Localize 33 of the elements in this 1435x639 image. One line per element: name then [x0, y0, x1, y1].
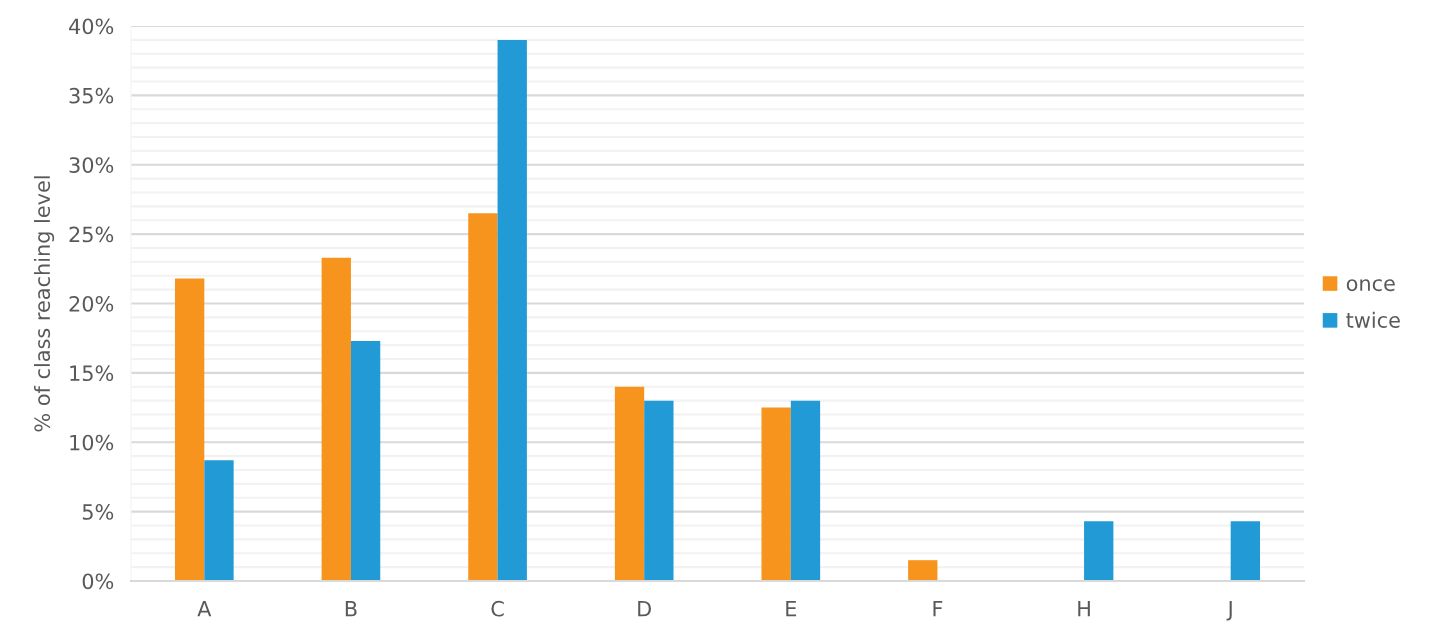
- y-tick-label: 25%: [69, 226, 114, 243]
- y-axis-title: % of class reaching level: [33, 176, 55, 432]
- x-tick-label: D: [638, 601, 651, 617]
- y-tick-label: 5%: [82, 504, 114, 520]
- y-tick-label: 35%: [69, 87, 114, 104]
- bar: [468, 213, 498, 581]
- x-tick-label: E: [786, 601, 797, 617]
- y-tick-label: 10%: [70, 434, 114, 451]
- x-tick-label: B: [345, 601, 357, 617]
- y-tick-label: 20%: [69, 295, 114, 312]
- x-tick-label: H: [1078, 601, 1090, 617]
- legend-label: once: [1346, 279, 1395, 292]
- bar: [761, 407, 791, 581]
- legend-label: twice: [1346, 311, 1400, 328]
- y-tick-label: 40%: [69, 18, 114, 35]
- bar: [204, 460, 234, 581]
- y-tick-label: 15%: [70, 365, 114, 382]
- bar: [1084, 521, 1114, 581]
- bar: [1230, 521, 1261, 581]
- y-tick-label: 30%: [69, 157, 114, 173]
- x-tick-label: A: [197, 601, 212, 617]
- x-tick-label: C: [491, 600, 504, 617]
- bar: [644, 400, 674, 581]
- bar: [174, 278, 205, 581]
- x-tick-label: F: [933, 601, 943, 617]
- bar: [321, 257, 351, 581]
- bar: [790, 400, 821, 581]
- x-tick-label: J: [1226, 601, 1232, 621]
- bar: [908, 560, 938, 581]
- bar: [350, 340, 381, 581]
- bar: [614, 386, 645, 581]
- y-tick-label: 0%: [82, 573, 114, 590]
- bar: [497, 39, 527, 581]
